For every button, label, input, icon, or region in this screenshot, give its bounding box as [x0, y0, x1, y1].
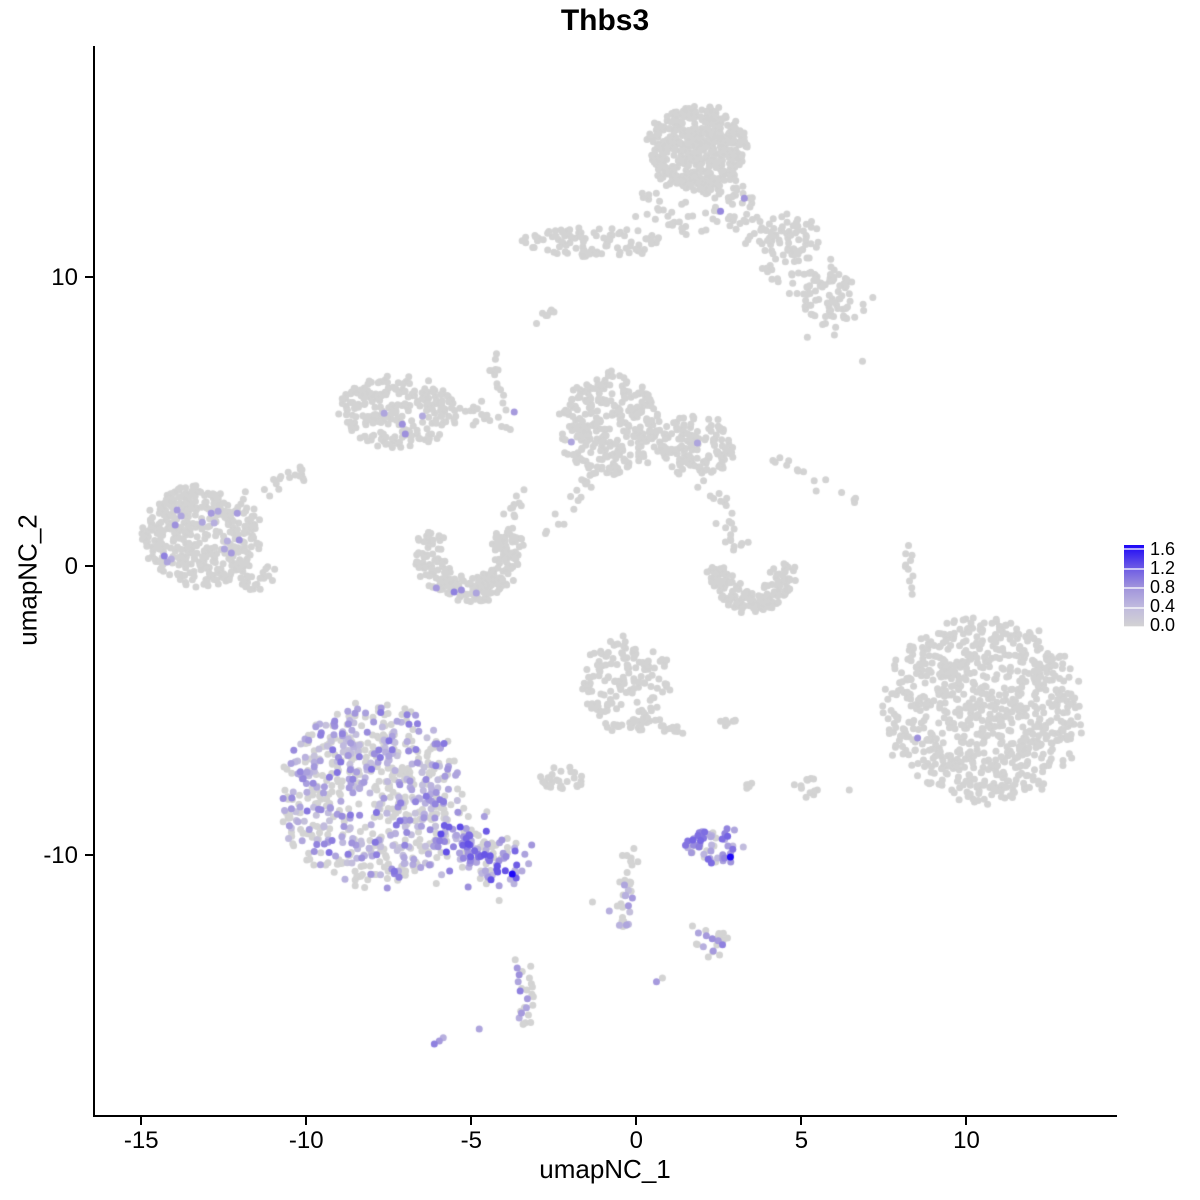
colorbar-tick-mark: [1124, 606, 1144, 609]
x-tick-mark: [965, 1117, 968, 1125]
y-tick-mark: [85, 565, 93, 568]
x-tick-mark: [140, 1117, 143, 1125]
y-tick-label: -10: [43, 841, 78, 869]
y-tick-label: 10: [51, 264, 78, 292]
y-tick-mark: [85, 853, 93, 856]
umap-scatter-canvas: [95, 46, 1115, 1115]
x-tick-label: 0: [629, 1127, 644, 1154]
x-tick-label: -5: [460, 1127, 482, 1154]
x-tick-mark: [800, 1117, 803, 1125]
colorbar-tick-mark: [1124, 587, 1144, 589]
x-tick-label: 10: [953, 1127, 980, 1154]
x-tick-mark: [305, 1117, 308, 1125]
colorbar-tick-mark: [1124, 567, 1144, 570]
x-axis-line: [93, 1115, 1117, 1117]
x-tick-mark: [635, 1117, 638, 1125]
colorbar-tick-label: 0.4: [1150, 596, 1176, 616]
colorbar-tick-label: 0.0: [1150, 615, 1176, 635]
colorbar-gradient: [1124, 545, 1144, 628]
x-tick-label: -10: [288, 1127, 324, 1154]
colorbar-tick-mark: [1124, 626, 1144, 628]
y-axis-line: [93, 46, 95, 1117]
x-tick-label: 5: [794, 1127, 809, 1154]
y-axis-title: umapNC_2: [12, 514, 43, 646]
plot-title: Thbs3: [560, 4, 650, 37]
y-tick-label: 0: [64, 553, 78, 581]
y-tick-mark: [85, 276, 93, 279]
x-axis-title: umapNC_1: [539, 1154, 671, 1184]
legend: 1.6 1.2 0.8 0.4 0.0: [1124, 539, 1200, 635]
colorbar-tick-label: 1.6: [1150, 539, 1176, 559]
colorbar-tick-mark: [1124, 548, 1144, 550]
x-tick-mark: [470, 1117, 473, 1125]
colorbar-tick-label: 0.8: [1150, 577, 1176, 597]
x-tick-label: -15: [123, 1127, 159, 1154]
colorbar-tick-label: 1.2: [1150, 558, 1176, 578]
